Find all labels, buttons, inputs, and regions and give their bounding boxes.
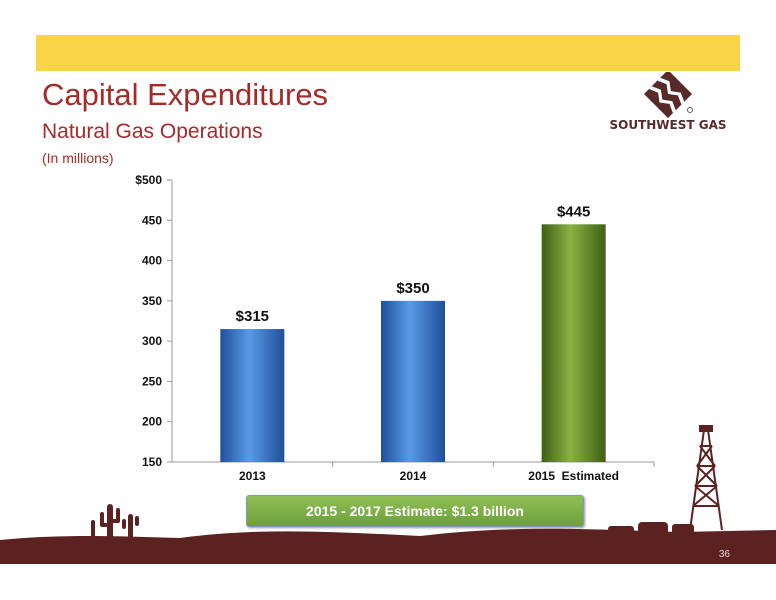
y-tick-label: 150 <box>142 455 162 469</box>
data-label-0: $315 <box>236 308 269 325</box>
x-tick-label-2: 2015 Estimated <box>528 469 619 483</box>
page-number: 36 <box>718 549 730 560</box>
cactus-icon <box>91 504 139 540</box>
y-tick-label: 200 <box>142 415 162 429</box>
storage-tanks-icon <box>608 522 694 540</box>
oil-derrick-icon <box>689 425 723 531</box>
ground-band <box>0 528 776 564</box>
y-tick-label: 300 <box>142 334 162 348</box>
bar-0 <box>220 329 285 462</box>
y-tick-label: 350 <box>142 294 162 308</box>
southwest-gas-logo: SOUTHWEST GAS <box>606 69 730 138</box>
units-note: (In millions) <box>42 150 114 166</box>
data-label-1: $350 <box>396 280 429 297</box>
y-tick-label: 250 <box>142 374 162 388</box>
y-tick-label: 400 <box>142 254 162 268</box>
data-label-2: $445 <box>557 203 590 220</box>
logo-mark-icon <box>643 69 693 119</box>
top-accent-bar <box>36 35 740 71</box>
slide-title: Capital Expenditures <box>42 77 329 112</box>
x-tick-label-0: 2013 <box>239 469 266 483</box>
estimate-callout: 2015 - 2017 Estimate: $1.3 billion <box>246 495 584 527</box>
y-tick-label: 450 <box>142 213 162 227</box>
bar-2 <box>541 224 606 462</box>
logo-text: SOUTHWEST GAS <box>609 118 727 132</box>
slide-subtitle: Natural Gas Operations <box>42 120 263 143</box>
y-tick-label: $500 <box>135 173 162 187</box>
bar-1 <box>381 300 445 462</box>
x-tick-label-1: 2014 <box>400 469 427 483</box>
